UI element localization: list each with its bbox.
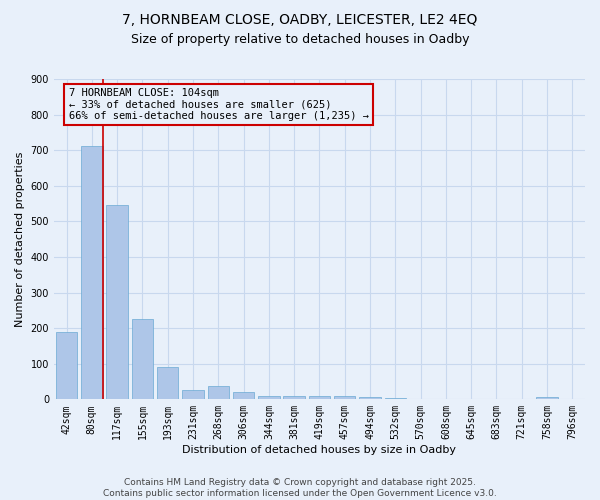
Bar: [359, 397, 381, 400]
Bar: [81, 146, 103, 400]
Text: 7 HORNBEAM CLOSE: 104sqm
← 33% of detached houses are smaller (625)
66% of semi-: 7 HORNBEAM CLOSE: 104sqm ← 33% of detach…: [68, 88, 368, 121]
Text: Contains HM Land Registry data © Crown copyright and database right 2025.
Contai: Contains HM Land Registry data © Crown c…: [103, 478, 497, 498]
Bar: [182, 390, 204, 400]
Y-axis label: Number of detached properties: Number of detached properties: [15, 152, 25, 327]
Text: Size of property relative to detached houses in Oadby: Size of property relative to detached ho…: [131, 32, 469, 46]
Bar: [208, 386, 229, 400]
Bar: [106, 204, 128, 400]
Bar: [258, 396, 280, 400]
Bar: [385, 398, 406, 400]
Text: 7, HORNBEAM CLOSE, OADBY, LEICESTER, LE2 4EQ: 7, HORNBEAM CLOSE, OADBY, LEICESTER, LE2…: [122, 12, 478, 26]
Bar: [131, 320, 153, 400]
Bar: [309, 396, 330, 400]
Bar: [536, 397, 558, 400]
X-axis label: Distribution of detached houses by size in Oadby: Distribution of detached houses by size …: [182, 445, 457, 455]
Bar: [283, 396, 305, 400]
Bar: [56, 332, 77, 400]
Bar: [334, 396, 355, 400]
Bar: [157, 368, 178, 400]
Bar: [233, 392, 254, 400]
